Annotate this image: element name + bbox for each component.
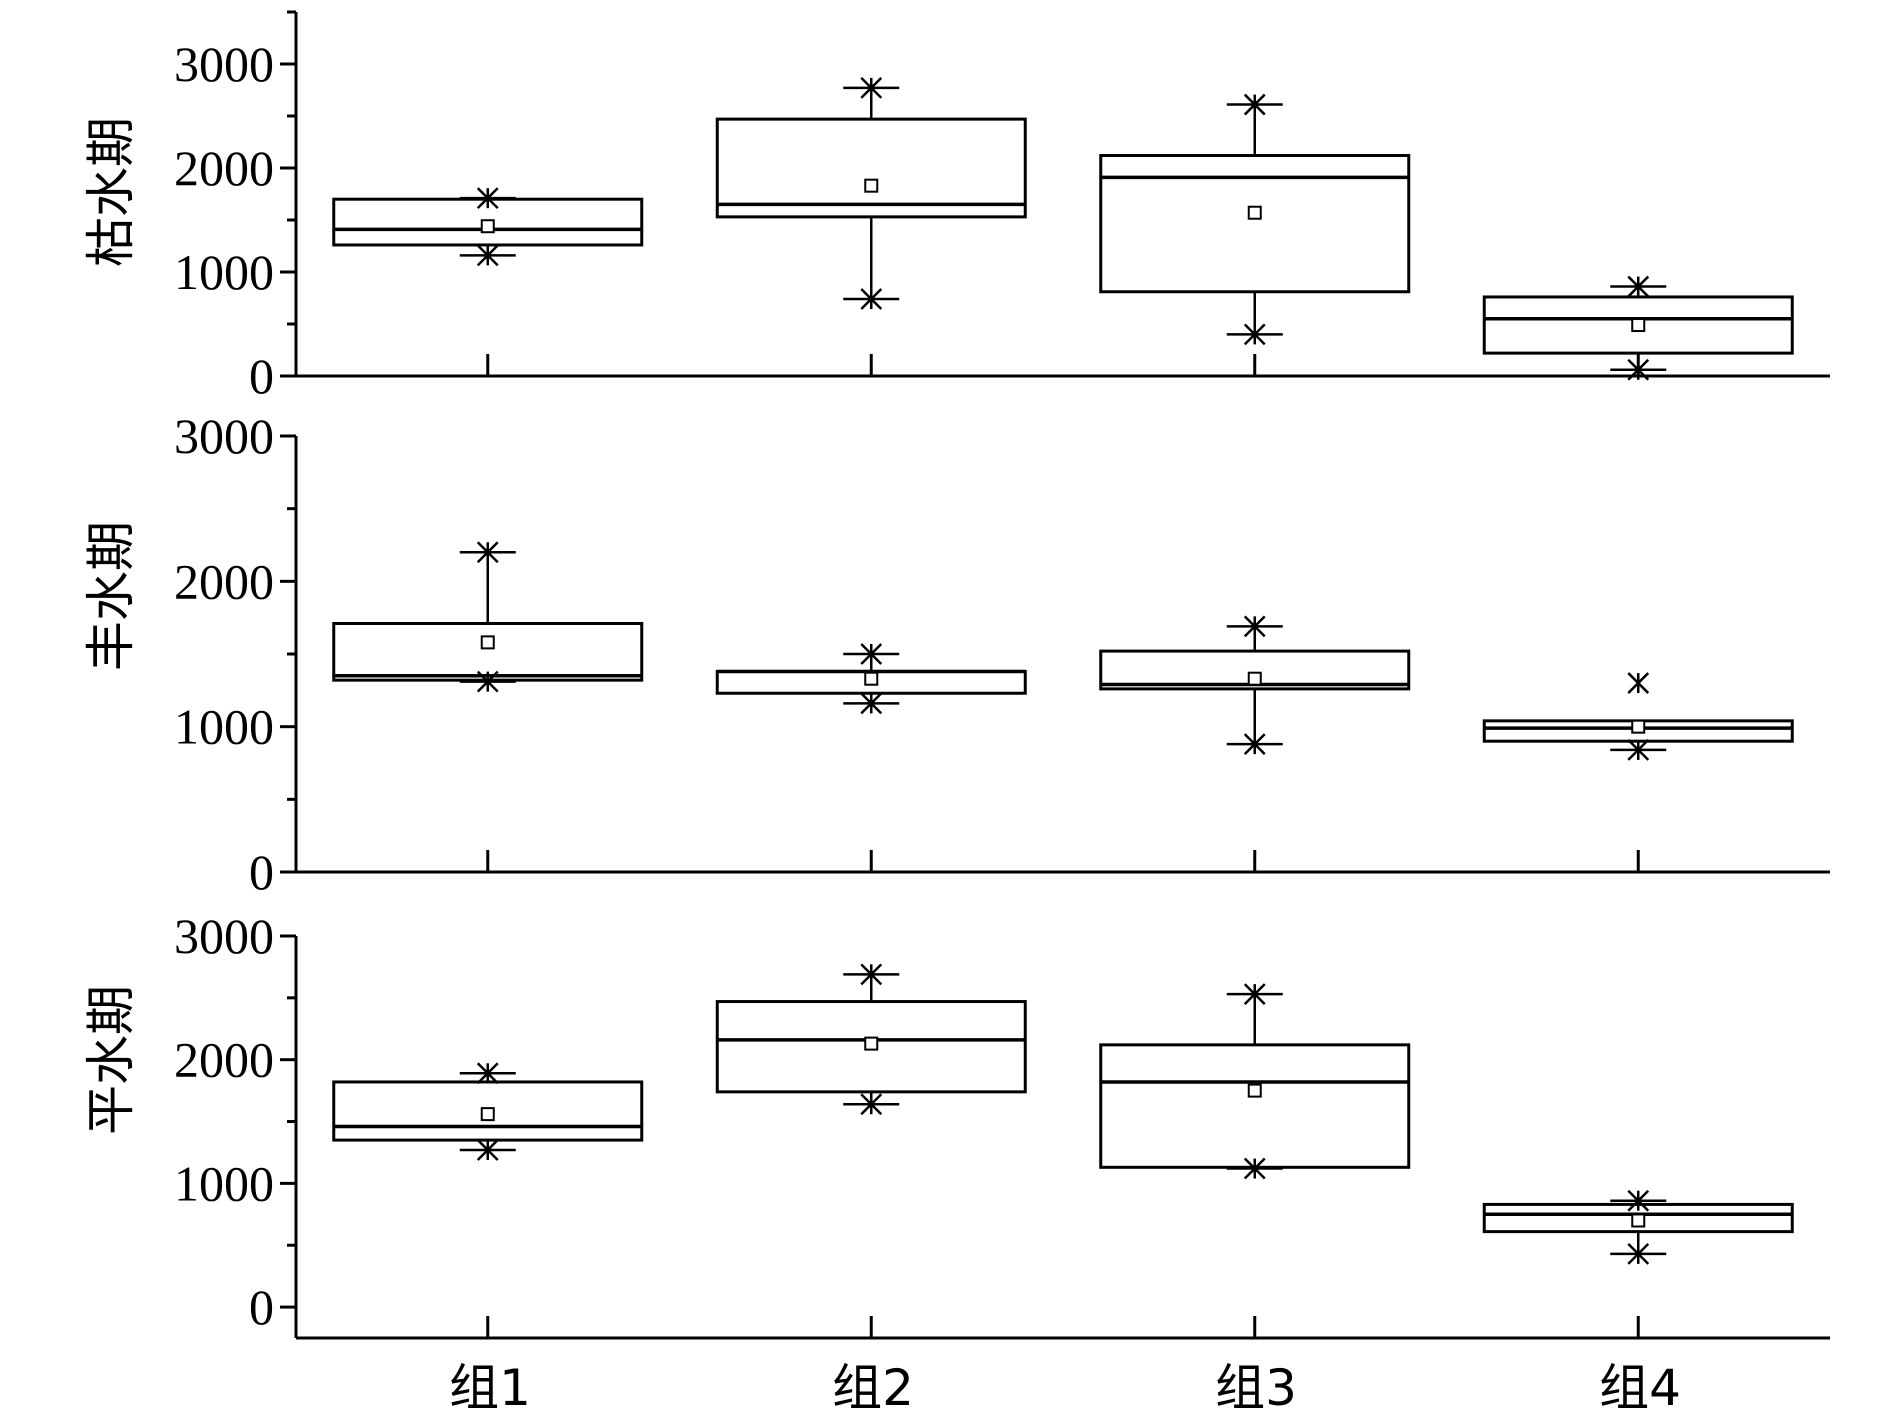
- min-marker: [1627, 1243, 1650, 1265]
- mean-marker: [864, 178, 879, 193]
- max-marker: [476, 1062, 499, 1085]
- y-tick-label: 0: [249, 1279, 274, 1335]
- mean-marker: [1631, 719, 1646, 734]
- mean-marker: [480, 1107, 495, 1122]
- iqr-box: [1099, 1043, 1411, 1169]
- max-marker: [860, 77, 883, 99]
- x-ticks: [486, 1316, 1640, 1338]
- mean-marker: [480, 635, 495, 650]
- max-marker: [1243, 983, 1266, 1006]
- panel-label: 枯水期: [82, 117, 140, 267]
- y-tick-label: 1000: [174, 699, 274, 755]
- min-marker: [476, 670, 499, 693]
- min-marker: [860, 1093, 883, 1116]
- min-marker: [1627, 358, 1650, 381]
- box-2: [715, 77, 1027, 310]
- box-3: [1099, 983, 1411, 1180]
- min-marker: [860, 288, 883, 310]
- x-ticks: [486, 354, 1640, 376]
- min-marker: [1243, 733, 1266, 755]
- box-1: [332, 1062, 644, 1161]
- min-marker: [476, 1139, 499, 1161]
- mean-marker: [1247, 671, 1262, 686]
- max-marker: [860, 643, 883, 665]
- max-marker: [476, 541, 499, 564]
- max-marker: [1627, 672, 1650, 694]
- box-3: [1099, 615, 1411, 755]
- y-tick-label: 1000: [174, 1155, 274, 1211]
- y-tick-label: 1000: [174, 244, 274, 300]
- y-tick-label: 3000: [174, 908, 274, 964]
- x-ticks: [486, 850, 1640, 872]
- max-marker: [1627, 275, 1650, 298]
- max-marker: [1243, 93, 1266, 116]
- y-tick-label: 0: [249, 348, 274, 404]
- boxes: [332, 541, 1794, 761]
- panel-label: 丰水期: [82, 521, 140, 671]
- y-tick-label: 3000: [174, 36, 274, 92]
- y-tick-label: 2000: [174, 140, 274, 196]
- mean-marker: [864, 1036, 879, 1051]
- max-marker: [860, 963, 883, 986]
- box-4: [1482, 275, 1794, 381]
- x-tick-label: 组3: [1215, 1359, 1297, 1417]
- y-tick-label: 2000: [174, 553, 274, 609]
- boxes: [332, 963, 1794, 1265]
- box-3: [1099, 93, 1411, 346]
- x-axis-labels: 组1 组2 组3 组4: [449, 1359, 1681, 1417]
- panel-wet-season: 0 1000 2000 3000 丰水期: [82, 408, 1830, 900]
- mean-marker: [864, 671, 879, 686]
- box-4: [1482, 1189, 1794, 1265]
- min-marker: [1243, 323, 1266, 346]
- panel-dry-season: 0 1000 2000 3000 枯水期: [82, 10, 1830, 404]
- y-tick-label: 2000: [174, 1032, 274, 1088]
- y-ticks: 0 1000 2000 3000: [174, 10, 296, 404]
- box-4: [1482, 672, 1794, 761]
- panel-label: 平水期: [82, 985, 140, 1135]
- min-marker: [476, 244, 499, 267]
- min-marker: [860, 692, 883, 715]
- mean-marker: [1247, 205, 1262, 220]
- y-ticks: 0 1000 2000 3000: [174, 908, 296, 1335]
- max-marker: [1243, 615, 1266, 638]
- y-tick-label: 3000: [174, 408, 274, 464]
- min-marker: [1627, 739, 1650, 761]
- box-1: [332, 541, 644, 693]
- min-marker: [1243, 1157, 1266, 1180]
- y-tick-label: 0: [249, 844, 274, 900]
- iqr-box: [715, 117, 1027, 219]
- max-marker: [476, 187, 499, 210]
- box-1: [332, 187, 644, 267]
- panel-normal-season: 0 1000 2000 3000 平水期: [82, 908, 1830, 1340]
- x-tick-label: 组2: [832, 1359, 914, 1417]
- boxes: [332, 77, 1794, 381]
- mean-marker: [1247, 1083, 1262, 1098]
- box-2: [715, 643, 1027, 715]
- max-marker: [1627, 1189, 1650, 1212]
- x-tick-label: 组1: [449, 1359, 531, 1417]
- y-ticks: 0 1000 2000 3000: [174, 408, 296, 900]
- x-tick-label: 组4: [1599, 1359, 1681, 1417]
- mean-marker: [1631, 318, 1646, 333]
- mean-marker: [480, 219, 495, 234]
- mean-marker: [1631, 1213, 1646, 1228]
- box-2: [715, 963, 1027, 1116]
